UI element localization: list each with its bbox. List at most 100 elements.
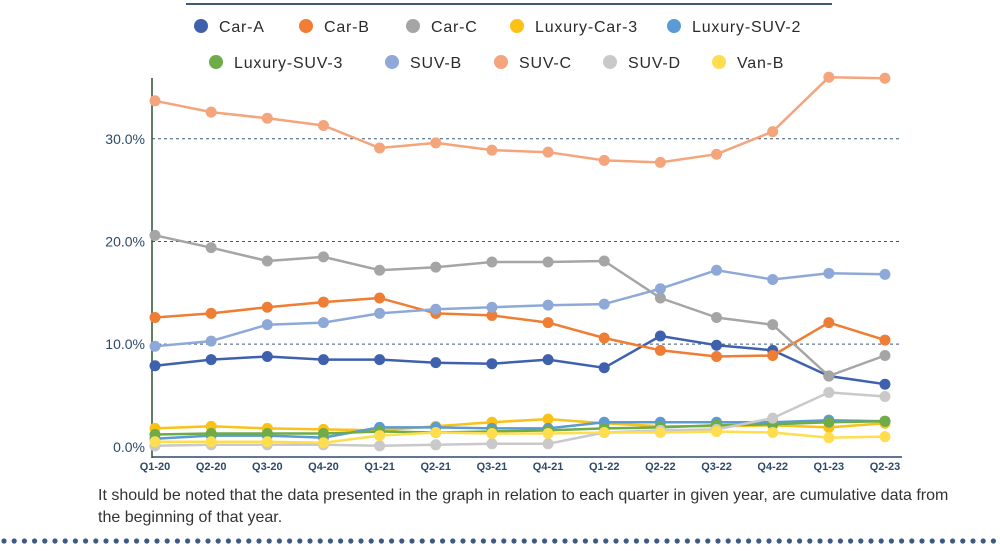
data-point-van-b [150, 436, 161, 447]
data-point-suv-b [318, 317, 329, 328]
divider-dot [746, 538, 751, 543]
series-luxury-suv-2 [150, 415, 891, 444]
legend-marker [667, 19, 681, 33]
data-point-suv-c [318, 120, 329, 131]
legend-label: Car-A [219, 19, 265, 36]
data-point-suv-c [543, 147, 554, 158]
legend-marker [494, 55, 508, 69]
data-point-suv-b [880, 269, 891, 280]
divider-dot [868, 538, 873, 543]
y-tick-label: 30.0% [105, 131, 145, 147]
divider-dot [236, 538, 241, 543]
divider-dot [624, 538, 629, 543]
data-point-car-a [711, 340, 722, 351]
divider-dot [318, 538, 323, 543]
divider-dot [787, 538, 792, 543]
divider-dot [879, 538, 884, 543]
divider-dot [358, 538, 363, 543]
data-point-luxury-suv-3 [880, 416, 891, 427]
legend-label: Luxury-Car-3 [535, 19, 638, 36]
divider-dot [828, 538, 833, 543]
divider-dot [960, 538, 965, 543]
divider-dot [277, 538, 282, 543]
divider-dot [685, 538, 690, 543]
data-point-suv-d [823, 387, 834, 398]
y-tick-label: 20.0% [105, 233, 145, 249]
divider-dot [63, 538, 68, 543]
data-point-suv-b [150, 341, 161, 352]
data-point-van-b [206, 436, 217, 447]
divider-dot [93, 538, 98, 543]
divider-dot [328, 538, 333, 543]
data-point-car-a [599, 362, 610, 373]
divider-dot [22, 538, 27, 543]
data-point-suv-b [262, 319, 273, 330]
legend-label: Luxury-SUV-3 [234, 55, 343, 72]
divider-dot [715, 538, 720, 543]
footnote: It should be noted that the data present… [98, 485, 958, 529]
divider-dot [817, 538, 822, 543]
data-point-suv-c [711, 149, 722, 160]
divider-dot [491, 538, 496, 543]
legend-item-suv-b: SUV-B [385, 55, 462, 72]
divider-dot [114, 538, 119, 543]
divider-dot [216, 538, 221, 543]
divider-dot [909, 538, 914, 543]
x-tick-label: Q1-23 [814, 461, 845, 473]
data-point-car-b [262, 302, 273, 313]
legend-item-van-b: Van-B [712, 55, 784, 72]
divider-dot [562, 538, 567, 543]
legend-label: Luxury-SUV-2 [692, 19, 801, 36]
data-point-car-b [599, 333, 610, 344]
data-point-car-c [318, 251, 329, 262]
divider-dot [389, 538, 394, 543]
divider-dot [287, 538, 292, 543]
divider-dot [848, 538, 853, 543]
data-point-suv-c [655, 157, 666, 168]
divider-dot [664, 538, 669, 543]
data-point-suv-b [430, 304, 441, 315]
data-point-car-b [206, 308, 217, 319]
x-tick-label: Q4-20 [308, 461, 339, 473]
legend-item-car-c: Car-C [406, 19, 478, 36]
data-point-car-a [206, 354, 217, 365]
divider-dot [185, 538, 190, 543]
divider-dot [307, 538, 312, 543]
data-point-suv-b [543, 300, 554, 311]
x-tick-label: Q1-20 [140, 461, 171, 473]
data-point-car-a [150, 360, 161, 371]
legend-label: Van-B [737, 55, 784, 72]
data-point-luxury-suv-3 [823, 417, 834, 428]
data-point-suv-c [823, 72, 834, 83]
data-point-suv-d [374, 440, 385, 451]
y-tick-labels: 0.0% 10.0% 20.0% 30.0% [105, 131, 145, 455]
divider-dot [103, 538, 108, 543]
data-point-car-b [655, 345, 666, 356]
legend-marker [712, 55, 726, 69]
data-point-suv-c [262, 113, 273, 124]
data-point-car-c [374, 265, 385, 276]
divider-dot [858, 538, 863, 543]
divider-dot [583, 538, 588, 543]
divider-dot [736, 538, 741, 543]
data-point-car-a [318, 354, 329, 365]
series-group [150, 72, 891, 452]
divider-dot [420, 538, 425, 543]
divider-dot [144, 538, 149, 543]
divider-dot [369, 538, 374, 543]
data-point-van-b [486, 428, 497, 439]
legend-label: Car-C [431, 19, 478, 36]
divider-dot [613, 538, 618, 543]
divider-dot [195, 538, 200, 543]
data-point-car-c [262, 256, 273, 267]
data-point-car-c [880, 350, 891, 361]
divider-dot [379, 538, 384, 543]
data-point-car-a [374, 354, 385, 365]
divider-dot [226, 538, 231, 543]
divider-dot [756, 538, 761, 543]
divider-dot [399, 538, 404, 543]
divider-dot [705, 538, 710, 543]
data-point-suv-d [880, 391, 891, 402]
data-point-car-a [880, 379, 891, 390]
divider-dot [450, 538, 455, 543]
